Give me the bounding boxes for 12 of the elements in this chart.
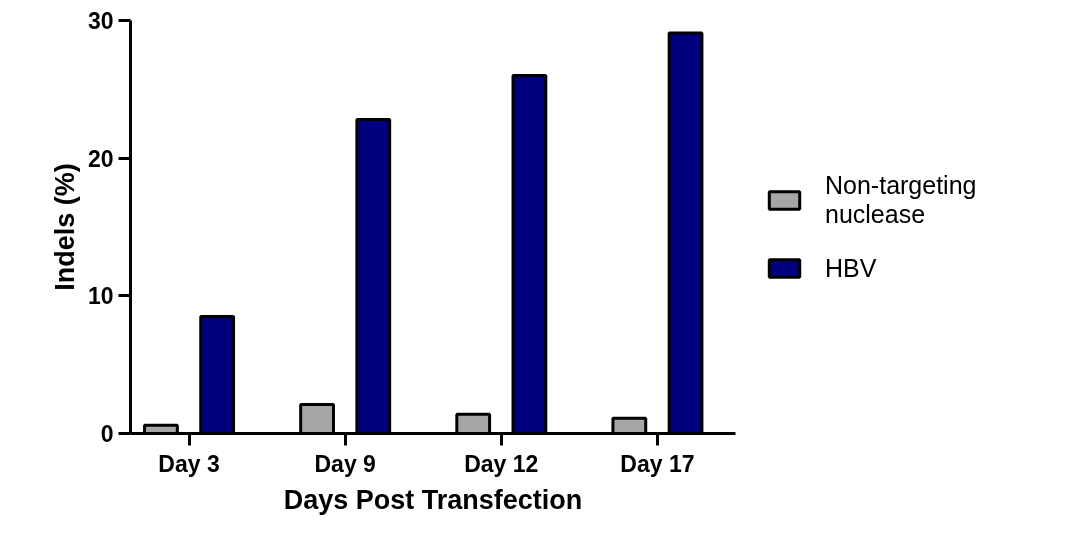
legend-label: Non-targeting nuclease: [825, 170, 977, 229]
x-tick-label: Day 12: [464, 450, 539, 477]
y-tick-label: 30: [87, 8, 114, 34]
y-tick-label: 0: [100, 421, 114, 447]
y-tick-label: 20: [87, 145, 114, 172]
x-tick-label: Day 3: [158, 450, 220, 477]
x-axis-title: Days Post Transfection: [283, 484, 583, 515]
x-tick-label: Day 17: [620, 450, 695, 477]
y-axis-title: Indels (%): [49, 163, 80, 291]
legend-label: HBV: [825, 253, 877, 283]
x-tick-label: Day 9: [314, 450, 376, 477]
y-tick-label: 10: [87, 283, 114, 310]
